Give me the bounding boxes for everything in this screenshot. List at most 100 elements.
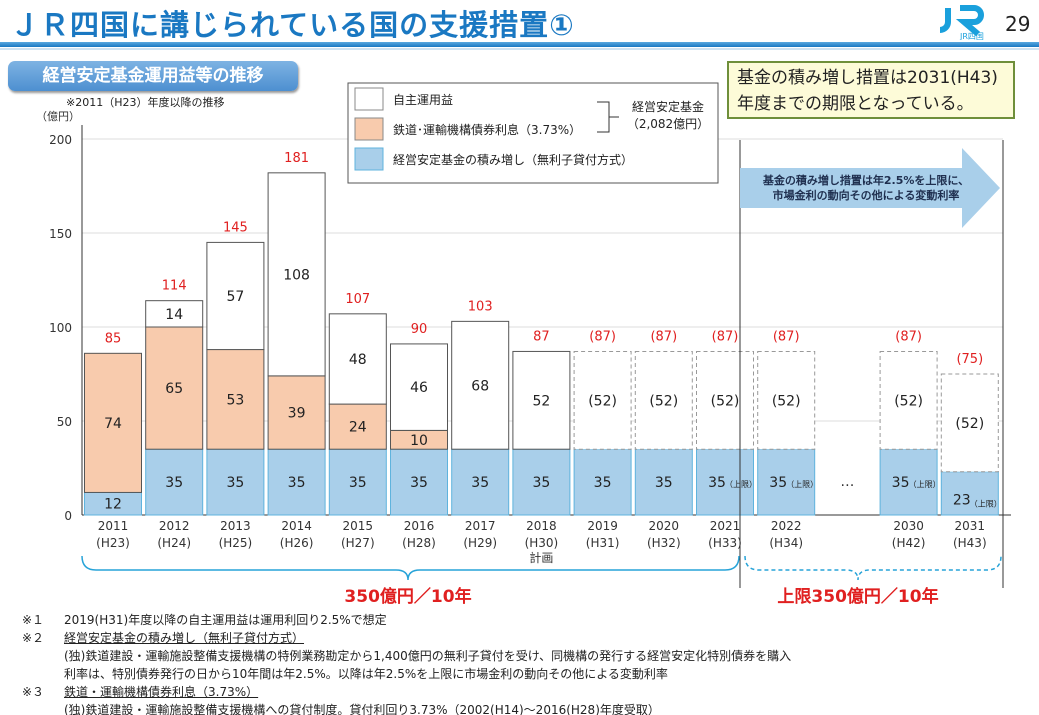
legend-label: 鉄道･運輸機構債券利息（3.73%） xyxy=(393,122,581,137)
footnote-mark: ※１ xyxy=(22,613,45,627)
header-rule-light xyxy=(0,48,1039,50)
x-tick-era: (H30) xyxy=(525,536,559,550)
bar-label-cap: （上限） xyxy=(909,480,941,489)
x-tick-year: 2014 xyxy=(281,519,312,533)
deadline-callout: 基金の積み増し措置は2031(H43) 年度までの期限となっている。 xyxy=(727,61,1015,119)
callout-line-1: 基金の積み増し措置は2031(H43) xyxy=(737,68,998,88)
brace-right xyxy=(744,555,1002,581)
x-tick-era: (H34) xyxy=(769,536,803,550)
x-tick-era: (H43) xyxy=(953,536,987,550)
bar-total-label: (75) xyxy=(956,352,983,367)
bar-label-loan: 35 xyxy=(288,475,306,491)
bar-label-own: 108 xyxy=(283,267,310,283)
bar-segment-loan xyxy=(390,448,448,516)
bar-segment-loan xyxy=(879,448,938,516)
bar-total-label: (87) xyxy=(895,329,922,344)
bar-label-bond: 53 xyxy=(226,392,244,408)
bar-label-own: (52) xyxy=(955,416,984,432)
x-tick-year: 2019 xyxy=(587,519,618,533)
bar-label-own: (52) xyxy=(711,393,740,409)
x-tick-year: 2022 xyxy=(771,519,802,533)
footnote-2: ※２ 経営安定基金の積み増し（無利子貸付方式） xyxy=(22,629,791,647)
x-tick-year: 2018 xyxy=(526,519,557,533)
x-tick-era: (H32) xyxy=(647,536,681,550)
y-axis-label: （億円） xyxy=(36,110,80,123)
bar-segment-bond-interest xyxy=(145,326,204,450)
bar-label-loan: 35 xyxy=(410,475,428,491)
bar-label-bond: 24 xyxy=(349,420,367,436)
x-tick-era: (H26) xyxy=(280,536,314,550)
bar-segment-own-income xyxy=(757,350,816,450)
bar-label-own: 48 xyxy=(349,352,367,368)
footnote-line: (独)鉄道建設・運輸施設整備支援機構への貸付制度。貸付利回り3.73%（2002… xyxy=(64,703,660,715)
bar-total-label: 181 xyxy=(284,151,309,166)
bar-label-own: (52) xyxy=(649,393,678,409)
x-tick-era: (H28) xyxy=(402,536,436,550)
legend-label: 自主運用益 xyxy=(393,93,453,107)
y-tick-label: 50 xyxy=(57,415,72,429)
brace-right-label: 上限350億円／10年 xyxy=(777,586,938,607)
footnote-mark: ※３ xyxy=(22,685,45,699)
bar-label-loan: 35 xyxy=(471,475,489,491)
bar-segment-bond-interest xyxy=(84,352,142,493)
period-note: ※2011（H23）年度以降の推移 xyxy=(66,96,225,109)
bar-segment-own-income xyxy=(879,350,938,450)
legend-group-amount: （2,082億円） xyxy=(627,117,709,131)
bar-label-loan: 35 xyxy=(655,475,673,491)
bar-label-loan: 35 xyxy=(892,475,910,491)
bar-segment-own-income xyxy=(145,300,204,328)
bar-total-label: 90 xyxy=(411,322,428,337)
y-tick-label: 150 xyxy=(49,227,72,241)
x-tick-era: (H29) xyxy=(463,536,497,550)
footnote-1: ※１ 2019(H31)年度以降の自主運用益は運用利回り2.5%で想定 xyxy=(22,611,791,629)
bar-label-bond: 74 xyxy=(104,416,122,432)
x-tick-year: 2016 xyxy=(404,519,435,533)
page-number: 29 xyxy=(1005,12,1031,36)
bar-segment-loan xyxy=(634,448,693,516)
x-tick-year: 2031 xyxy=(955,519,986,533)
bar-total-label: (87) xyxy=(773,329,800,344)
bar-label-bond: 10 xyxy=(410,433,428,449)
arrow-text-1: 基金の積み増し措置は年2.5%を上限に、 xyxy=(762,173,969,187)
bar-segment-own-income xyxy=(940,373,999,473)
bar-label-loan: 35 xyxy=(532,475,550,491)
x-tick-era: (H23) xyxy=(96,536,130,550)
footnote-title: 2019(H31)年度以降の自主運用益は運用利回り2.5%で想定 xyxy=(64,613,387,627)
x-tick-year: 2015 xyxy=(343,519,374,533)
bar-label-loan: 35 xyxy=(349,475,367,491)
x-tick-era: (H31) xyxy=(586,536,620,550)
plan-label: 計画 xyxy=(529,550,553,565)
x-tick-year: 2021 xyxy=(710,519,741,533)
bar-segment-own-income xyxy=(267,172,326,377)
brace-left-label: 350億円／10年 xyxy=(344,586,471,607)
bar-label-own: (52) xyxy=(772,393,801,409)
page-title: ＪＲ四国に講じられている国の支援措置① xyxy=(10,8,575,42)
bar-total-label: 114 xyxy=(162,279,187,294)
x-tick-year: 2030 xyxy=(893,519,924,533)
header-rule xyxy=(0,42,1039,47)
bar-label-cap: （上限） xyxy=(970,499,1002,508)
bar-segment-loan xyxy=(328,448,387,516)
legend-swatch xyxy=(354,87,384,111)
section-label: 経営安定基金運用益等の推移 xyxy=(8,61,298,91)
bar-segment-loan xyxy=(573,448,632,516)
bar-label-own: (52) xyxy=(588,393,617,409)
x-tick-era: (H27) xyxy=(341,536,375,550)
bar-segment-bond-interest xyxy=(267,375,326,450)
bar-label-loan: 12 xyxy=(104,497,122,513)
bar-total-label: 85 xyxy=(105,331,122,346)
bar-label-own: 14 xyxy=(165,307,183,323)
bar-label-cap: （上限） xyxy=(725,480,757,489)
bar-segment-own-income xyxy=(328,313,387,405)
footnote-line: (独)鉄道建設・運輸施設整備支援機構の特例業務勘定から1,400億円の無利子貸付… xyxy=(64,649,792,663)
bar-segment-own-income xyxy=(696,350,754,450)
bar-label-loan: 23 xyxy=(953,492,971,508)
x-tick-year: 2017 xyxy=(465,519,496,533)
legend-group-label: 経営安定基金 xyxy=(632,99,704,114)
bar-segment-own-income xyxy=(206,241,265,351)
arrow-text-2: 市場金利の動向その他による変動利率 xyxy=(773,188,960,202)
bar-total-label: 103 xyxy=(468,299,493,314)
bar-label-loan: 35 xyxy=(769,475,787,491)
